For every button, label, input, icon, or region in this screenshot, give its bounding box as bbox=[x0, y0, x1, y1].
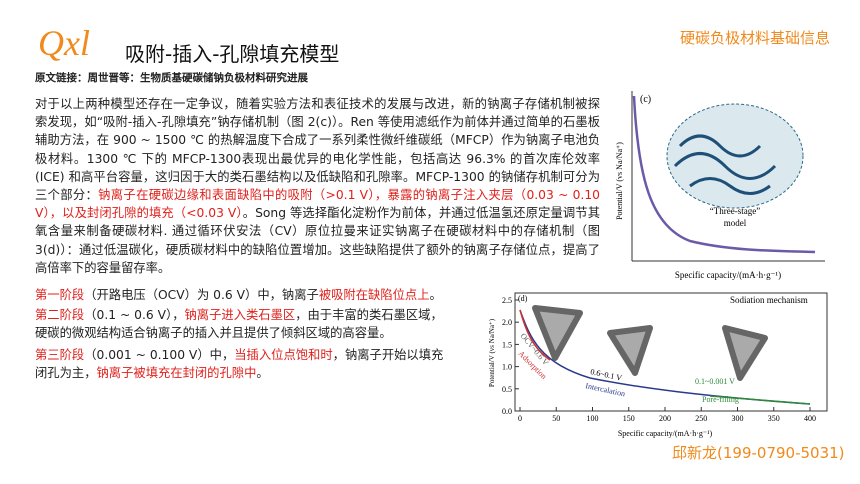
stage: 0.1~0.001 V bbox=[695, 377, 735, 386]
y-tick-label: 2.0 bbox=[502, 318, 512, 327]
fig-label: (d) bbox=[518, 294, 528, 303]
text-run: （开路电压（OCV）为 0.6 V）中，钠离子 bbox=[84, 288, 319, 302]
x-tick-label: 100 bbox=[587, 414, 599, 423]
x-tick-label: 350 bbox=[768, 414, 780, 423]
x-tick-label: 50 bbox=[552, 414, 560, 423]
y-tick-label: 1.5 bbox=[502, 340, 512, 349]
text-run: 。Song 等选择酯化淀粉作为前体，并通过低温氢还原定量调节其氧含量来制备硬碳材… bbox=[35, 206, 601, 275]
stage-name: Pore-filling bbox=[702, 395, 739, 404]
text-run: 钠离子进入类石墨区 bbox=[184, 308, 296, 322]
text-run: 。 bbox=[256, 366, 269, 381]
y-tick-label: 1.0 bbox=[502, 363, 512, 372]
y-tick-label: 2.5 bbox=[502, 296, 512, 305]
text-run: 被吸附在缺陷位点上 bbox=[318, 288, 430, 302]
text-run: （0.1 ~ 0.6 V）， bbox=[84, 308, 185, 322]
fig-label: (c) bbox=[640, 94, 651, 105]
stage: 第三阶段（0.001 ~ 0.100 V）中，当插入位点饱和时，钠离子开始以填充… bbox=[35, 346, 455, 382]
y-label: Potential/V (vs Na/Na⁺) bbox=[488, 318, 496, 387]
text-run: ，钠离子开始以填充闭孔为主， bbox=[35, 348, 444, 381]
text-run: 对于以上两种模型还存在一定争议，随着实验方法和表征技术的发展与改进，新的钠离子存… bbox=[35, 97, 600, 203]
x-tick-label: 400 bbox=[804, 414, 816, 423]
stage: 第一阶段（开路电压（OCV）为 0.6 V）中，钠离子被吸附在缺陷位点上。 bbox=[35, 286, 455, 304]
text-run: （0.001 ~ 0.100 V）中， bbox=[84, 348, 235, 362]
stage: 第二阶段（0.1 ~ 0.6 V），钠离子进入类石墨区，由于丰富的类石墨区域，硬… bbox=[35, 306, 455, 342]
x-label: Specific capacity/(mA·h·g⁻¹) bbox=[675, 270, 781, 280]
paragraph: 对于以上两种模型还存在一定争议，随着实验方法和表征技术的发展与改进，新的钠离子存… bbox=[35, 95, 600, 277]
heading: Sodiation mechanism bbox=[730, 295, 808, 305]
text-run: 第二阶段 bbox=[35, 308, 85, 322]
logo: Qxl bbox=[38, 23, 90, 63]
figure-c: (c) “Three-stage” model Specific capacit… bbox=[610, 86, 836, 286]
contact: 邱新龙(199-0790-5031) bbox=[672, 444, 845, 462]
x-tick-label: 250 bbox=[695, 414, 707, 423]
x-tick-label: 0 bbox=[518, 414, 522, 423]
figure-d: 0.0 0.5 1.0 1.5 2.0 2.5 0 50 100 150 200 250 300 350 4… bbox=[488, 292, 828, 438]
section: 硬碳负极材料基础信息 bbox=[680, 29, 831, 47]
source: 原文链接：周世晋等：生物质基硬碳储钠负极材料研究进展 bbox=[35, 72, 308, 84]
text-run: 第三阶段 bbox=[35, 348, 85, 362]
text-run: ，由于丰富的类石墨区域，硬碳的微观结构适合钠离子的插入并且提供了倾斜区域的高容量… bbox=[35, 308, 443, 341]
text-run: 钠离子在硬碳边缘和表面缺陷中的吸附（>0.1 V），暴露的钠离子注入夹层（0.0… bbox=[35, 188, 600, 221]
x-tick-label: 300 bbox=[732, 414, 744, 423]
y-tick-label: 0.0 bbox=[502, 407, 512, 416]
text-run: 当插入位点饱和时 bbox=[234, 348, 333, 362]
x-label: Specific capacity/(mA·h·g⁻¹) bbox=[618, 429, 713, 438]
model-label: model bbox=[724, 218, 747, 228]
x-tick-label: 150 bbox=[623, 414, 635, 423]
text-run: 第一阶段 bbox=[35, 288, 85, 302]
title: 吸附-插入-孔隙填充模型 bbox=[125, 42, 340, 66]
model-label: “Three-stage” bbox=[710, 206, 760, 216]
x-tick-label: 200 bbox=[659, 414, 671, 423]
text-run: 钠离子被填充在封闭的孔隙中 bbox=[96, 366, 257, 381]
y-tick-label: 0.5 bbox=[502, 385, 512, 394]
y-label: Potential/V (vs Na/Na⁺) bbox=[615, 142, 624, 220]
text-run: 。 bbox=[429, 288, 442, 302]
